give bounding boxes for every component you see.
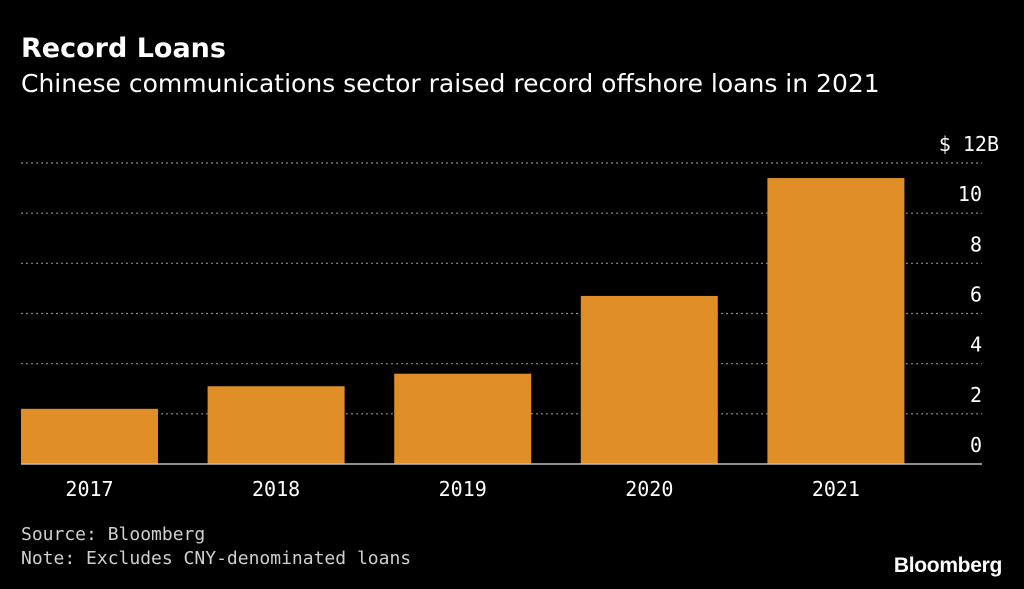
y-tick-label-top: $ 12B bbox=[939, 132, 999, 156]
y-tick-label: 2 bbox=[970, 383, 982, 407]
source-note: Source: Bloomberg bbox=[21, 524, 206, 545]
x-tick-label: 2017 bbox=[65, 477, 113, 501]
y-tick-label: 0 bbox=[970, 433, 982, 457]
bloomberg-logo: Bloomberg bbox=[893, 554, 1002, 577]
y-tick-label: 4 bbox=[970, 333, 982, 357]
x-tick-label: 2018 bbox=[252, 477, 300, 501]
y-tick-label: 8 bbox=[970, 232, 982, 256]
x-tick-label: 2020 bbox=[625, 477, 673, 501]
bars bbox=[21, 178, 905, 465]
bar-2019 bbox=[394, 373, 532, 464]
y-tick-label: 6 bbox=[970, 283, 982, 307]
x-axis-ticks: 2017 2018 2019 2020 2021 bbox=[65, 477, 860, 501]
x-tick-label: 2019 bbox=[439, 477, 487, 501]
y-tick-label: 10 bbox=[958, 182, 982, 206]
x-tick-label: 2021 bbox=[812, 477, 860, 501]
chart-subtitle: Chinese communications sector raised rec… bbox=[21, 69, 880, 98]
bar-2020 bbox=[580, 295, 718, 464]
y-axis-ticks: 0 2 4 6 8 10 $ 12B bbox=[939, 132, 999, 457]
footnote: Note: Excludes CNY-denominated loans bbox=[21, 548, 412, 569]
bar-2017 bbox=[21, 408, 158, 464]
bar-2018 bbox=[207, 386, 345, 464]
bar-2021 bbox=[767, 178, 905, 465]
chart-title: Record Loans bbox=[21, 33, 226, 64]
